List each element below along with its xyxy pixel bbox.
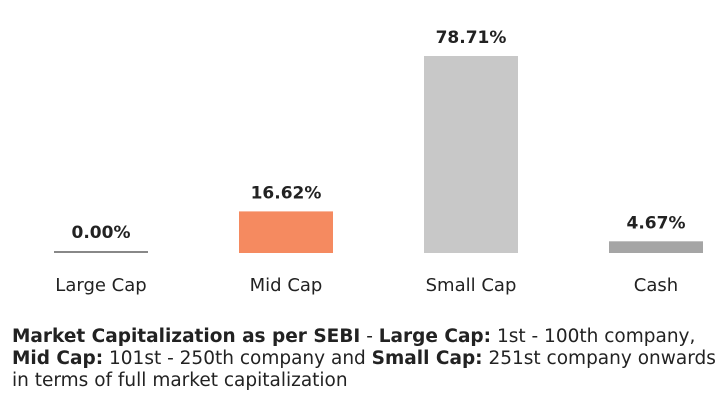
bar-small-cap <box>424 56 518 253</box>
category-labels-group: Large Cap Mid Cap Small Cap Cash <box>55 275 678 296</box>
bar-cash <box>609 241 703 253</box>
bar-large-cap <box>54 251 148 253</box>
footnote-mid-cap-text: 101st - 250th company and <box>103 348 372 369</box>
footnote-heading: Market Capitalization as per SEBI <box>12 326 361 347</box>
footnote-large-cap-text: 1st - 100th company, <box>491 326 696 347</box>
category-label-mid-cap: Mid Cap <box>250 275 323 296</box>
market-cap-footnote: Market Capitalization as per SEBI - Larg… <box>12 326 720 392</box>
footnote-mid-cap-label: Mid Cap: <box>12 348 104 369</box>
bars-group <box>54 56 703 253</box>
category-label-large-cap: Large Cap <box>55 275 146 296</box>
footnote-small-cap-label: Small Cap: <box>371 348 483 369</box>
category-label-cash: Cash <box>634 275 678 296</box>
value-label-cash: 4.67% <box>627 213 686 233</box>
bar-mid-cap <box>239 211 333 253</box>
category-label-small-cap: Small Cap <box>426 275 517 296</box>
footnote-large-cap-label: Large Cap: <box>378 326 492 347</box>
footnote-separator: - <box>360 326 379 347</box>
value-label-large-cap: 0.00% <box>72 223 131 243</box>
footnote-small-cap-text: 251st company onwards in terms of full m… <box>12 348 716 391</box>
market-cap-bar-chart: 0.00% 16.62% 78.71% 4.67% Large Cap Mid Cap S… <box>54 28 703 296</box>
value-labels-group: 0.00% 16.62% 78.71% 4.67% <box>72 28 686 243</box>
value-label-mid-cap: 16.62% <box>251 183 322 203</box>
value-label-small-cap: 78.71% <box>436 28 507 48</box>
